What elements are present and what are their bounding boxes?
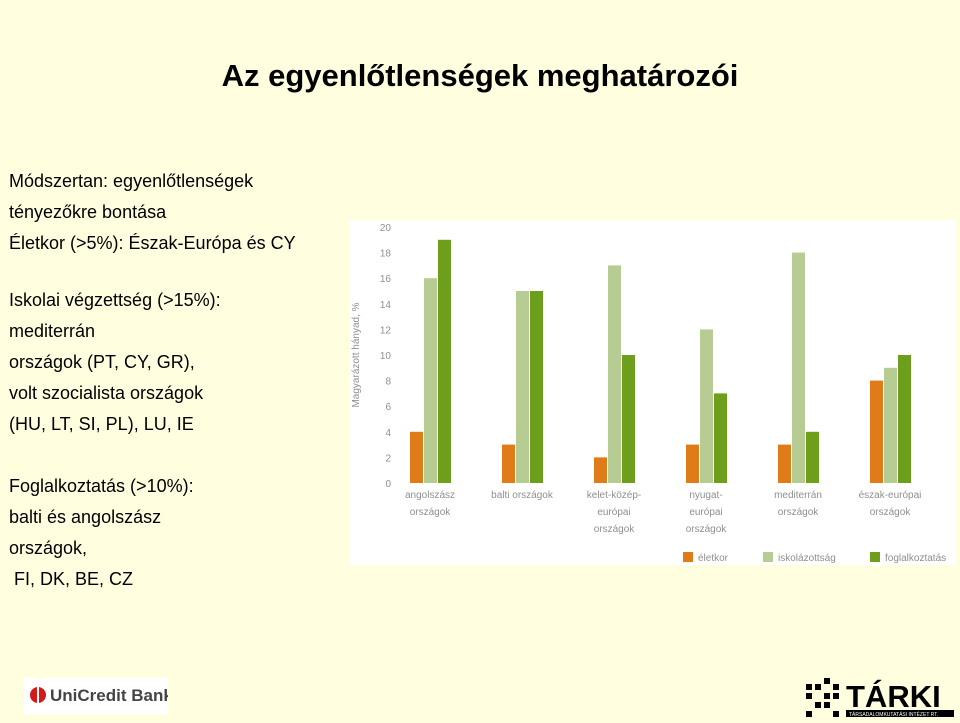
- y-tick-label: 4: [385, 428, 391, 439]
- tarki-logo-text: TÁRKI: [846, 679, 941, 714]
- x-tick-label: kelet-közép-: [587, 490, 641, 501]
- bar-életkor: [686, 444, 699, 483]
- text-line: országok,: [9, 538, 88, 558]
- bar-életkor: [410, 431, 423, 483]
- text-line: FI, DK, BE, CZ: [9, 569, 134, 589]
- legend-swatch: [870, 552, 880, 562]
- tarki-logo: TÁRKI TÁRSADALOMKUTATÁSI INTÉZET RT.: [806, 676, 956, 718]
- legend-swatch: [763, 552, 773, 562]
- x-tick-label: országok: [870, 507, 912, 518]
- x-tick-label: balti országok: [491, 490, 554, 501]
- bar-foglalkoztatás: [438, 239, 451, 483]
- y-tick-label: 14: [380, 300, 392, 311]
- bar-iskolázottság: [792, 252, 805, 483]
- x-tick-label: mediterrán: [774, 490, 822, 501]
- tarki-logo-subtitle: TÁRSADALOMKUTATÁSI INTÉZET RT.: [849, 711, 938, 718]
- bar-életkor: [778, 444, 791, 483]
- x-tick-label: nyugat-: [689, 490, 722, 501]
- bar-foglalkoztatás: [530, 291, 543, 483]
- y-tick-label: 8: [385, 377, 391, 388]
- bar-iskolázottság: [424, 278, 437, 483]
- slide-title: Az egyenlőtlenségek meghatározói: [221, 58, 739, 93]
- unicredit-logo-text: UniCredit Bank: [50, 686, 168, 705]
- y-axis-label: Magyarázott hányad, %: [351, 302, 362, 407]
- y-tick-label: 16: [380, 274, 392, 285]
- text-line: (HU, LT, SI, PL), LU, IE: [9, 414, 194, 434]
- bar-iskolázottság: [516, 291, 529, 483]
- text-block-education: Iskolai végzettség (>15%): mediterrán or…: [9, 285, 221, 440]
- text-line: volt szocialista országok: [9, 383, 204, 403]
- x-tick-label: országok: [778, 507, 820, 518]
- bar-iskolázottság: [700, 329, 713, 483]
- bar-foglalkoztatás: [622, 355, 635, 483]
- x-tick-label: angolszász: [405, 490, 455, 501]
- text-block-employment: Foglalkoztatás (>10%): balti és angolszá…: [9, 471, 194, 595]
- bar-életkor: [502, 444, 515, 483]
- x-tick-label: országok: [410, 507, 452, 518]
- legend-swatch: [683, 552, 693, 562]
- x-tick-label: európai: [597, 507, 630, 518]
- bar-foglalkoztatás: [898, 355, 911, 483]
- bar-foglalkoztatás: [714, 393, 727, 483]
- text-line: balti és angolszász: [9, 507, 162, 527]
- legend-label: foglalkoztatás: [885, 553, 946, 564]
- text-line: országok (PT, CY, GR),: [9, 352, 195, 372]
- text-block-methodology: Módszertan: egyenlőtlenségek tényezőkre …: [9, 166, 296, 259]
- legend-label: iskolázottság: [778, 553, 836, 564]
- y-tick-label: 12: [380, 325, 392, 336]
- text-line: Módszertan: egyenlőtlenségek: [9, 171, 254, 191]
- x-tick-label: országok: [594, 524, 636, 535]
- y-tick-label: 6: [385, 402, 391, 413]
- text-line: Életkor (>5%): Észak-Európa és CY: [9, 233, 296, 253]
- unicredit-logo: UniCredit Bank: [24, 678, 173, 714]
- y-tick-label: 10: [380, 351, 392, 362]
- y-tick-label: 18: [380, 249, 392, 260]
- bar-iskolázottság: [608, 265, 621, 483]
- text-line: tényezőkre bontása: [9, 202, 167, 222]
- bar-életkor: [870, 380, 883, 483]
- text-line: Iskolai végzettség (>15%):: [9, 290, 221, 310]
- text-line: Foglalkoztatás (>10%):: [9, 476, 194, 496]
- x-tick-label: országok: [686, 524, 728, 535]
- y-tick-label: 2: [385, 453, 391, 464]
- legend-label: életkor: [698, 553, 729, 564]
- x-tick-label: európai: [689, 507, 722, 518]
- y-tick-label: 20: [380, 223, 392, 234]
- bar-foglalkoztatás: [806, 431, 819, 483]
- bar-életkor: [594, 457, 607, 483]
- x-tick-label: észak-európai: [859, 490, 922, 501]
- text-line: mediterrán: [9, 321, 96, 341]
- y-tick-label: 0: [385, 479, 391, 490]
- bar-iskolázottság: [884, 367, 897, 483]
- bar-chart: 0 2 4 6 8 10 12 14 16 18 20 Magyarázott hányad, % …: [350, 220, 956, 565]
